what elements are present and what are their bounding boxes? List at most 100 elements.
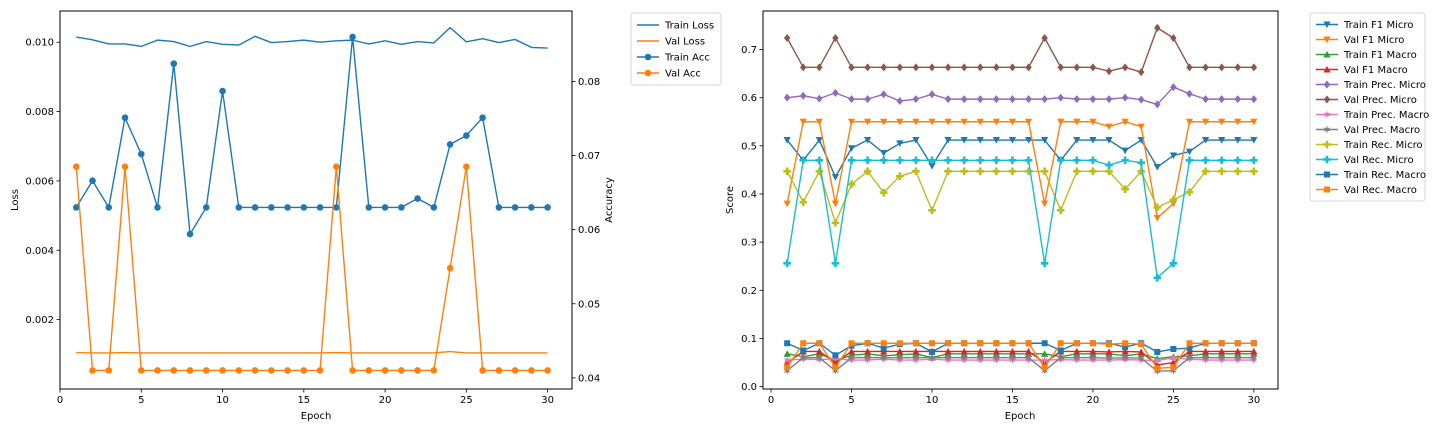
train-rec-micro-point [944, 167, 952, 176]
train-acc-point [121, 114, 129, 122]
train-acc-series [72, 33, 551, 238]
train-rec-micro-point [1040, 167, 1049, 176]
val-rec-micro-point [1121, 156, 1129, 165]
val-acc-point [544, 367, 551, 374]
val-prec-macro-point [1105, 354, 1113, 363]
val-f1-micro-point [1073, 118, 1081, 126]
loss-accuracy-x-tick-label: 20 [379, 395, 392, 406]
val-prec-macro-point [848, 353, 855, 362]
val-f1-micro-point [815, 118, 823, 126]
val-prec-micro-point [1170, 33, 1177, 42]
val-rec-micro-point [1008, 156, 1017, 165]
score-y-tick-label: 0.1 [741, 334, 757, 345]
train-rec-macro-point [1122, 344, 1129, 351]
loss-accuracy-chart: 0 5 10 15 20 25 30 0.002 0.004 0.006 0.008 0.010 0.0… [10, 10, 722, 422]
val-rec-micro-series [783, 156, 1258, 282]
val-prec-macro-point [912, 353, 920, 362]
train-acc-point [202, 204, 210, 211]
train-acc-point [219, 87, 226, 95]
train-acc-point [170, 60, 178, 67]
val-rec-macro-point [1202, 340, 1209, 347]
train-rec-macro-point [1154, 348, 1161, 355]
val-prec-macro-point [960, 353, 968, 362]
val-acc-point [495, 367, 503, 374]
val-f1-micro-point [928, 118, 936, 126]
train-acc-point [105, 204, 113, 211]
val-rec-micro-point [1153, 273, 1162, 282]
loss-accuracy-y-tick-label: 0.008 [25, 107, 54, 118]
train-acc-point [381, 204, 389, 211]
loss-accuracy-y2-tick-label: 0.04 [578, 373, 600, 384]
val-rec-micro-point [960, 156, 968, 165]
train-acc-legend-label: Train Acc [664, 53, 710, 64]
train-prec-micro-point [1202, 95, 1209, 104]
val-f1-micro-point [1105, 123, 1113, 131]
val-prec-macro-point [1121, 353, 1129, 362]
train-f1-micro-point [1008, 137, 1017, 144]
val-acc-point [268, 367, 275, 374]
train-rec-micro-point [1217, 167, 1226, 176]
score-x-tick-label: 25 [1167, 395, 1180, 406]
train-prec-micro-point [977, 95, 984, 104]
train-f1-micro-line [786, 139, 1254, 178]
val-acc-point [398, 367, 405, 374]
val-acc-point [381, 367, 389, 374]
train-rec-macro-point [800, 347, 807, 354]
val-loss-line [76, 350, 548, 354]
val-rec-macro-legend-marker [1324, 186, 1330, 193]
train-prec-micro-point [1234, 95, 1241, 104]
train-f1-micro-point [992, 137, 1000, 144]
val-f1-micro-point [960, 118, 968, 126]
val-rec-micro-point [1217, 156, 1226, 165]
val-f1-micro-point [1057, 118, 1065, 126]
loss-accuracy-y-tick-label: 0.004 [25, 246, 54, 257]
val-f1-micro-point [1137, 123, 1145, 131]
val-rec-micro-point [992, 156, 1001, 165]
train-f1-macro-point [783, 350, 791, 357]
train-prec-micro-point [864, 95, 871, 104]
val-rec-macro-point [1106, 341, 1113, 348]
train-acc-point [463, 132, 470, 139]
val-prec-macro-point [880, 353, 888, 362]
train-prec-micro-point [1025, 95, 1032, 104]
val-rec-macro-point [1009, 340, 1016, 347]
val-acc-line [75, 165, 548, 372]
train-f1-micro-point [928, 163, 936, 170]
train-f1-micro-point [1089, 137, 1097, 144]
score-chart: 0 5 10 15 20 25 30 0.0 0.1 0.2 0.3 0.4 0.5 0.6 0.7 Epo… [725, 10, 1429, 422]
loss-axis-label: Loss [10, 189, 21, 211]
score-y-tick-label: 0.4 [741, 189, 757, 200]
score-axes-frame [762, 10, 1279, 390]
train-f1-micro-point [1041, 137, 1049, 144]
score-axes: 0 5 10 15 20 25 30 0.0 0.1 0.2 0.3 0.4 0.5 0.6 0.7 [741, 45, 1260, 406]
val-f1-micro-point [976, 118, 984, 126]
val-f1-macro-point [1073, 347, 1081, 355]
score-legend: Train F1 Micro Val F1 Micro Train F1 Macro… [1309, 12, 1429, 202]
val-prec-micro-point [928, 63, 936, 72]
score-legend-box [1309, 12, 1426, 202]
val-f1-micro-point [896, 118, 904, 126]
val-rec-micro-point [1185, 156, 1194, 165]
val-prec-macro-point [1137, 354, 1145, 363]
val-acc-point [316, 367, 324, 374]
train-f1-micro-point [1169, 152, 1177, 160]
train-prec-micro-point [816, 94, 823, 103]
val-f1-macro-point [944, 347, 952, 355]
val-acc-point [528, 367, 535, 374]
val-acc-point [333, 163, 340, 170]
val-loss-legend-label: Val Loss [665, 37, 705, 48]
val-prec-micro-point [800, 63, 807, 72]
train-loss-line [76, 26, 548, 49]
train-prec-macro-point [1169, 353, 1177, 362]
train-f1-micro-point [831, 174, 840, 181]
val-rec-macro-point [816, 340, 823, 347]
loss-accuracy-y-tick-label: 0.002 [25, 315, 54, 326]
val-f1-macro-legend-label: Val F1 Macro [1344, 65, 1408, 76]
val-acc-point [365, 367, 373, 374]
val-rec-macro-point [1122, 340, 1129, 347]
val-loss-series [76, 350, 548, 354]
val-prec-macro-legend-label: Val Prec. Macro [1344, 125, 1420, 136]
train-f1-micro-series [783, 137, 1258, 181]
val-f1-micro-point [1250, 118, 1258, 126]
train-rec-micro-point [1233, 167, 1242, 176]
